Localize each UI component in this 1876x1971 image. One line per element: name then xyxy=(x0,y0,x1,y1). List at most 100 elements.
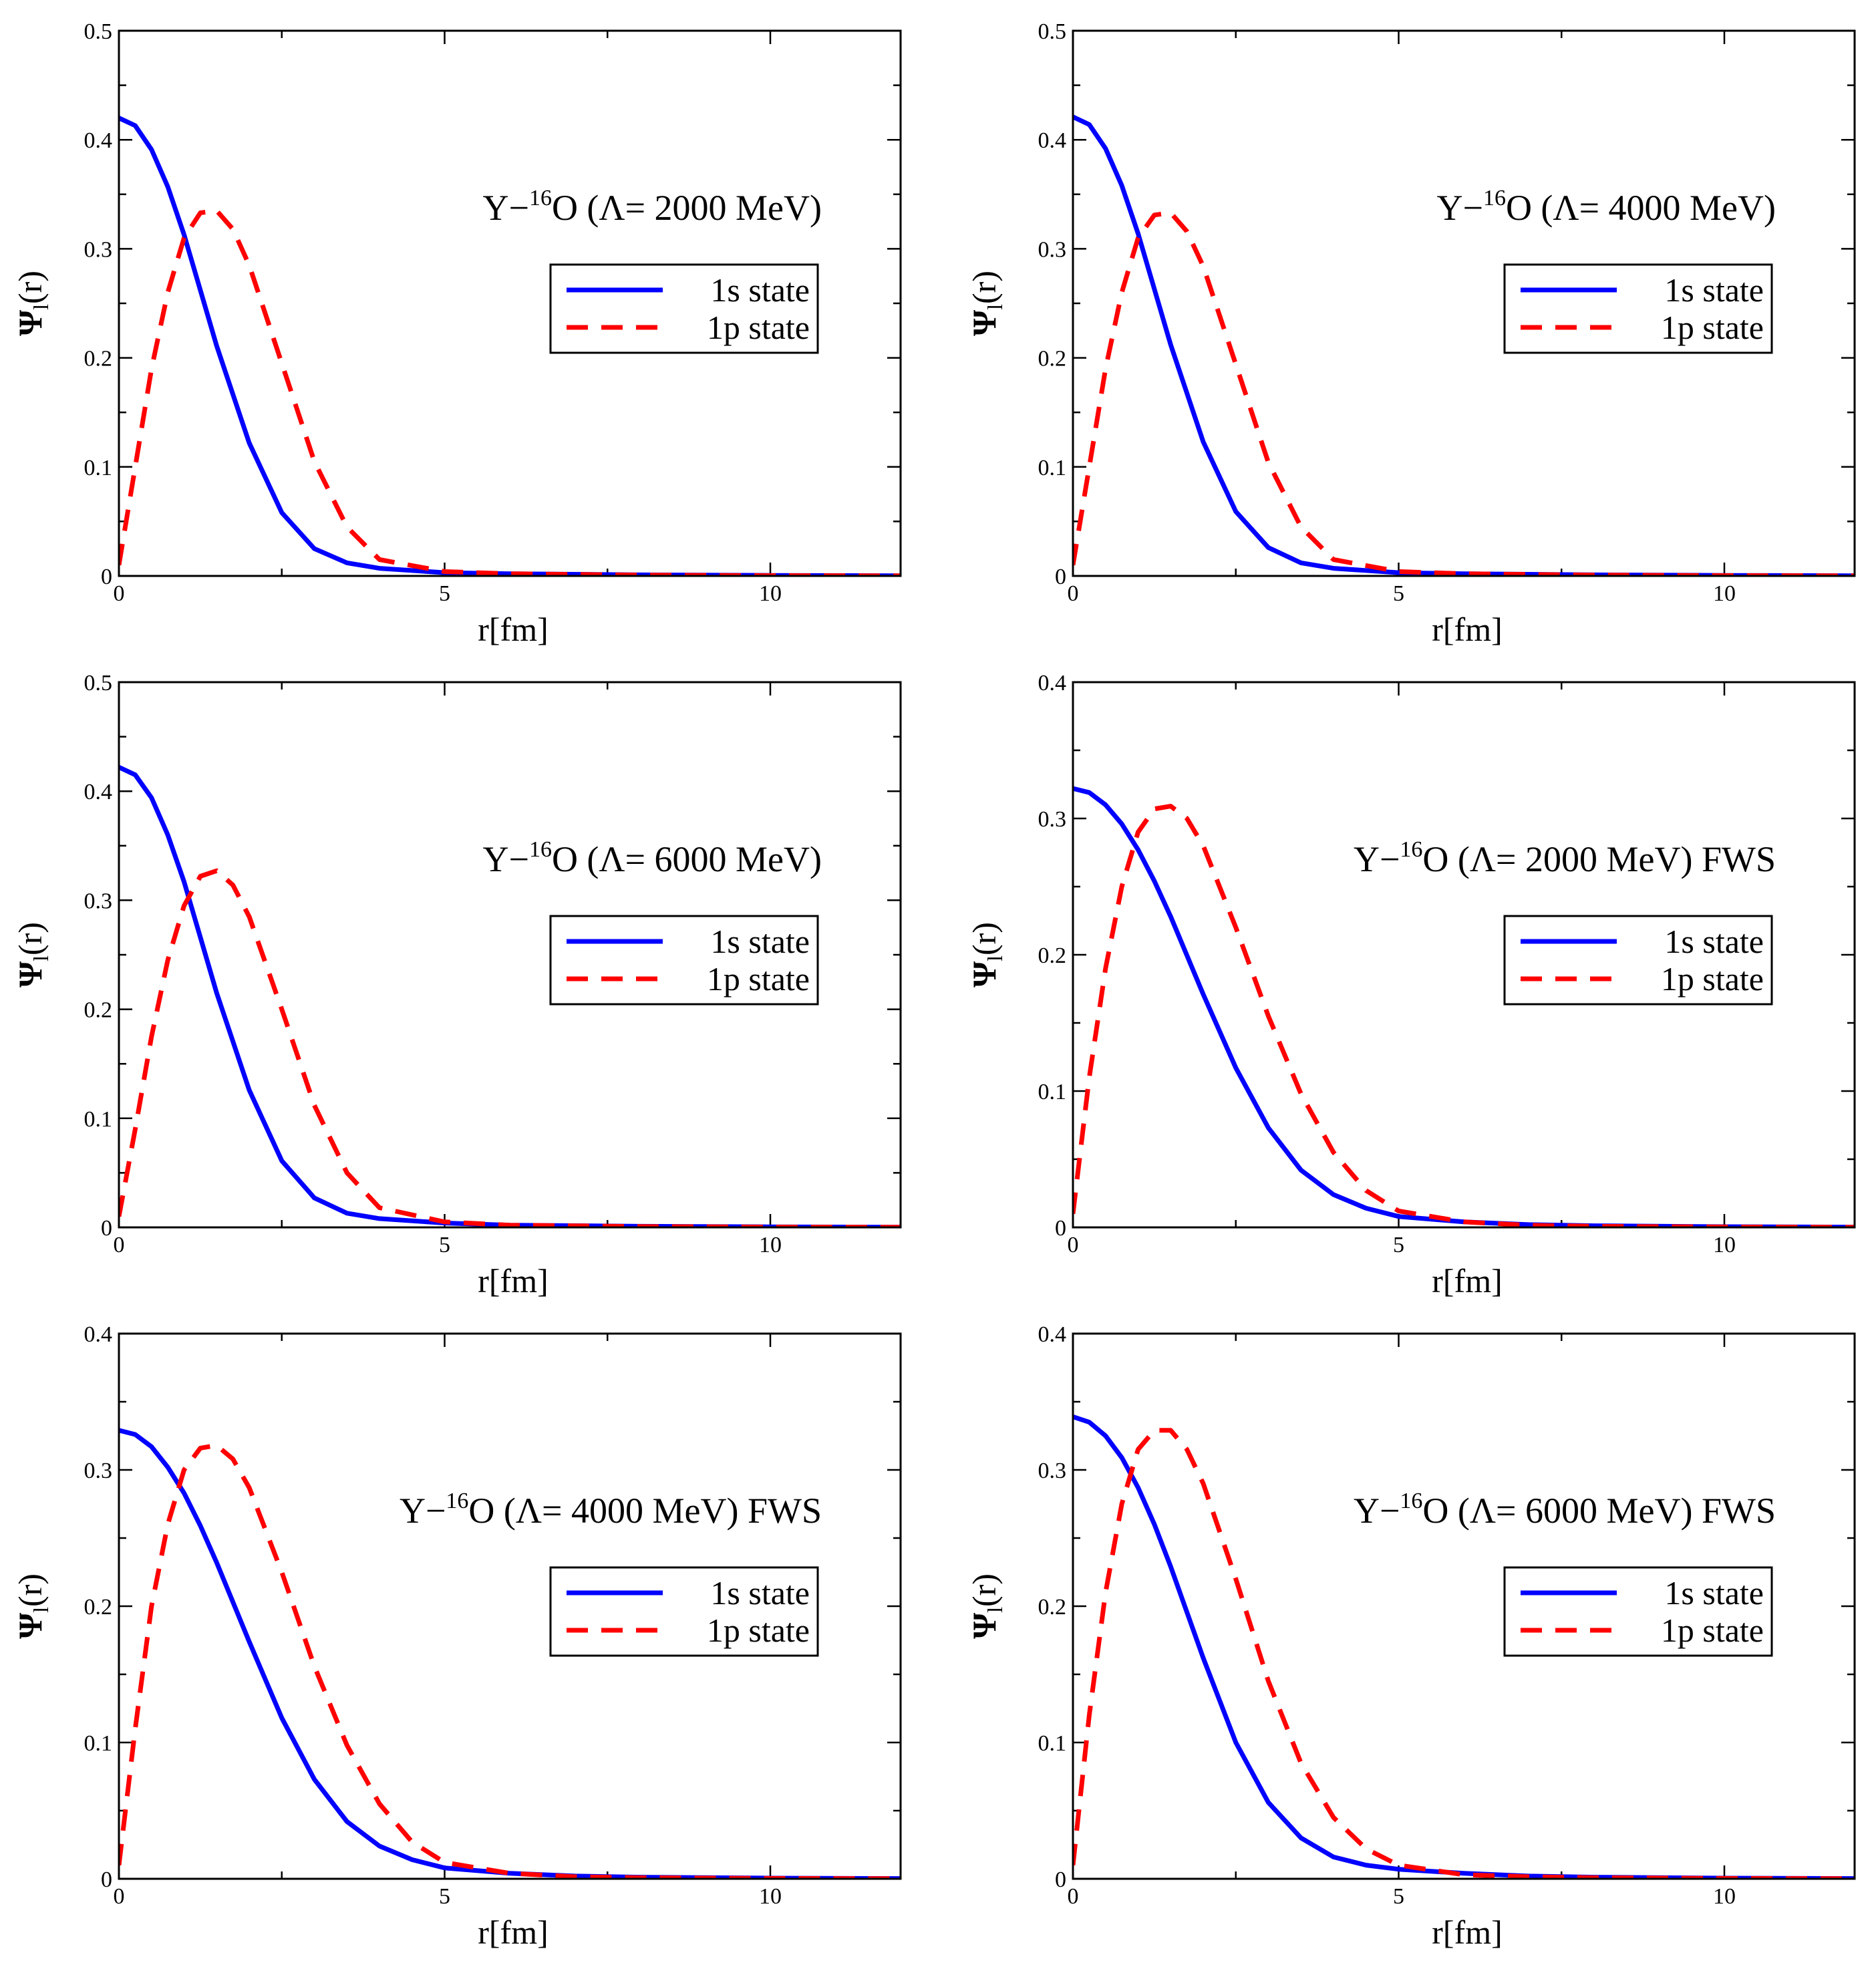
plot-frame xyxy=(118,29,902,577)
y-axis-label: Ψl(r) xyxy=(11,922,53,988)
legend-label-1s: 1s state xyxy=(1664,1574,1764,1612)
legend-label-1p: 1p state xyxy=(1661,1612,1764,1649)
legend-label-1s: 1s state xyxy=(710,271,810,309)
x-axis-label: r[fm] xyxy=(1432,1914,1503,1951)
panel-annotation: Y−16O (Λ= 4000 MeV) FWS xyxy=(400,1489,822,1531)
y-tick-label: 0 xyxy=(1055,1216,1066,1241)
y-tick-label: 0.4 xyxy=(84,1322,113,1347)
y-tick-label: 0.1 xyxy=(84,1731,113,1756)
y-axis-label: Ψl(r) xyxy=(11,1573,53,1639)
y-tick-label: 0.1 xyxy=(84,1107,113,1132)
legend-label-1p: 1p state xyxy=(707,960,810,998)
x-tick-label: 5 xyxy=(1393,1233,1404,1257)
legend-label-1p: 1p state xyxy=(707,309,810,346)
series-group xyxy=(1073,786,1855,1227)
series-1p-line xyxy=(1073,210,1855,576)
x-tick-label: 5 xyxy=(1393,1884,1404,1909)
x-tick-label: 10 xyxy=(759,1233,782,1257)
legend-label-1p: 1p state xyxy=(1661,309,1764,346)
panels-group: 0 5 10 0 0.1 0.2 0.3 0.4 0.5 r[fm] Ψl(r) Y−16O (Λ= … xyxy=(11,19,1856,1951)
x-axis-label: r[fm] xyxy=(478,1262,549,1300)
x-tick-label: 5 xyxy=(439,1884,450,1909)
legend-box xyxy=(549,915,819,1006)
y-axis-label: Ψl(r) xyxy=(965,1573,1007,1639)
x-tick-label: 5 xyxy=(439,1233,450,1257)
series-group xyxy=(119,116,901,576)
legend-label-1s: 1s state xyxy=(710,923,810,960)
chart-panel-4: 0 5 10 0 0.1 0.2 0.3 0.4 r[fm] Ψl(r) Y−16O (Λ= 200… xyxy=(965,671,1856,1300)
plot-frame xyxy=(1072,681,1856,1229)
x-tick-label: 10 xyxy=(759,581,782,606)
series-group xyxy=(119,1428,901,1879)
plot-frame xyxy=(1072,1332,1856,1880)
y-tick-label: 0.3 xyxy=(1038,1459,1067,1483)
legend-box xyxy=(549,1566,819,1657)
y-tick-label: 0.3 xyxy=(84,1459,113,1483)
y-tick-label: 0.3 xyxy=(1038,807,1067,832)
legend-label-1p: 1p state xyxy=(707,1612,810,1649)
x-tick-label: 10 xyxy=(1713,1884,1736,1909)
legend-box xyxy=(1503,1566,1773,1657)
y-tick-label: 0.3 xyxy=(84,889,113,913)
series-group xyxy=(119,765,901,1227)
x-axis-label: r[fm] xyxy=(478,1914,549,1951)
x-tick-label: 0 xyxy=(1068,581,1079,606)
y-tick-label: 0.1 xyxy=(1038,1731,1067,1756)
series-1s-line xyxy=(1073,786,1855,1227)
x-tick-label: 0 xyxy=(114,581,125,606)
series-group xyxy=(1073,1414,1855,1879)
chart-panel-5: 0 5 10 0 0.1 0.2 0.3 0.4 r[fm] Ψl(r) Y−16O (Λ= 400… xyxy=(11,1322,902,1951)
series-1p-line xyxy=(119,868,901,1227)
legend-label-1p: 1p state xyxy=(1661,960,1764,998)
panel-annotation: Y−16O (Λ= 6000 MeV) FWS xyxy=(1354,1489,1776,1531)
x-axis-label: r[fm] xyxy=(1432,611,1503,648)
y-tick-label: 0 xyxy=(1055,1867,1066,1892)
y-tick-label: 0.1 xyxy=(1038,456,1067,480)
y-tick-label: 0.4 xyxy=(84,128,113,153)
x-tick-label: 10 xyxy=(1713,581,1736,606)
y-tick-label: 0.3 xyxy=(84,237,113,262)
y-tick-label: 0.2 xyxy=(84,998,113,1023)
y-tick-label: 0 xyxy=(1055,565,1066,589)
x-tick-label: 5 xyxy=(1393,581,1404,606)
chart-panel-1: 0 5 10 0 0.1 0.2 0.3 0.4 0.5 r[fm] Ψl(r) Y−16O (Λ= … xyxy=(11,19,902,648)
y-tick-label: 0 xyxy=(101,1867,112,1892)
x-tick-label: 5 xyxy=(439,581,450,606)
y-axis-label: Ψl(r) xyxy=(11,271,53,336)
y-tick-label: 0.4 xyxy=(1038,671,1067,696)
x-tick-label: 0 xyxy=(114,1233,125,1257)
legend-box xyxy=(549,263,819,354)
legend-label-1s: 1s state xyxy=(1664,271,1764,309)
y-tick-label: 0.2 xyxy=(84,1595,113,1620)
series-group xyxy=(1073,114,1855,576)
x-tick-label: 10 xyxy=(759,1884,782,1909)
y-tick-label: 0.4 xyxy=(1038,128,1067,153)
series-1p-line xyxy=(119,1443,901,1879)
chart-panel-3: 0 5 10 0 0.1 0.2 0.3 0.4 0.5 r[fm] Ψl(r) Y−16O (Λ= … xyxy=(11,671,902,1300)
panel-annotation: Y−16O (Λ= 2000 MeV) FWS xyxy=(1354,837,1776,879)
y-tick-label: 0.5 xyxy=(84,19,113,44)
y-tick-label: 0.3 xyxy=(1038,237,1067,262)
panel-annotation: Y−16O (Λ= 4000 MeV) xyxy=(1436,186,1776,228)
plot-frame xyxy=(1072,29,1856,577)
plot-frame xyxy=(118,1332,902,1880)
y-tick-label: 0.4 xyxy=(1038,1322,1067,1347)
x-axis-label: r[fm] xyxy=(478,611,549,648)
x-tick-label: 0 xyxy=(1068,1884,1079,1909)
series-1p-line xyxy=(119,208,901,576)
y-tick-label: 0.4 xyxy=(84,780,113,804)
y-tick-label: 0 xyxy=(101,565,112,589)
chart-panel-6: 0 5 10 0 0.1 0.2 0.3 0.4 r[fm] Ψl(r) Y−16O (Λ= 600… xyxy=(965,1322,1856,1951)
series-1p-line xyxy=(1073,804,1855,1227)
chart-panel-2: 0 5 10 0 0.1 0.2 0.3 0.4 0.5 r[fm] Ψl(r) Y−16O (Λ= … xyxy=(965,19,1856,648)
x-tick-label: 0 xyxy=(114,1884,125,1909)
plot-frame xyxy=(118,681,902,1229)
y-axis-label: Ψl(r) xyxy=(965,922,1007,988)
y-tick-label: 0.5 xyxy=(84,671,113,696)
legend-box xyxy=(1503,263,1773,354)
